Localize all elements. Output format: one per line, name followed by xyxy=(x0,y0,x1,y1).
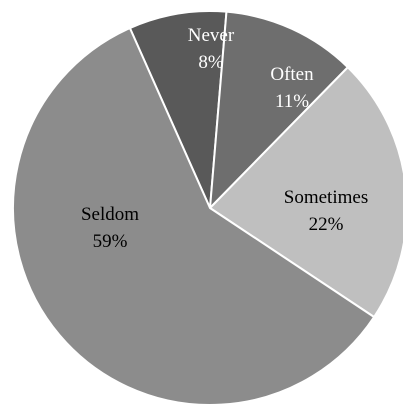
labels-layer: Never 8% Often 11% Sometimes 22% Seldom … xyxy=(81,25,368,252)
slice-percent-often: 11% xyxy=(275,91,309,112)
slice-percent-never: 8% xyxy=(198,52,224,73)
slice-label-never: Never xyxy=(188,25,235,46)
slice-label-seldom: Seldom xyxy=(81,204,139,225)
slices-layer xyxy=(12,10,403,406)
slice-label-often: Often xyxy=(270,64,314,85)
slice-label-sometimes: Sometimes xyxy=(284,187,368,208)
pie-slice-sometimes xyxy=(209,66,403,319)
pie-slice-seldom xyxy=(12,27,376,406)
pie-slice-often xyxy=(209,10,349,209)
slice-percent-sometimes: 22% xyxy=(309,214,344,235)
slice-percent-seldom: 59% xyxy=(93,231,128,252)
pie-slice-never xyxy=(128,10,228,209)
